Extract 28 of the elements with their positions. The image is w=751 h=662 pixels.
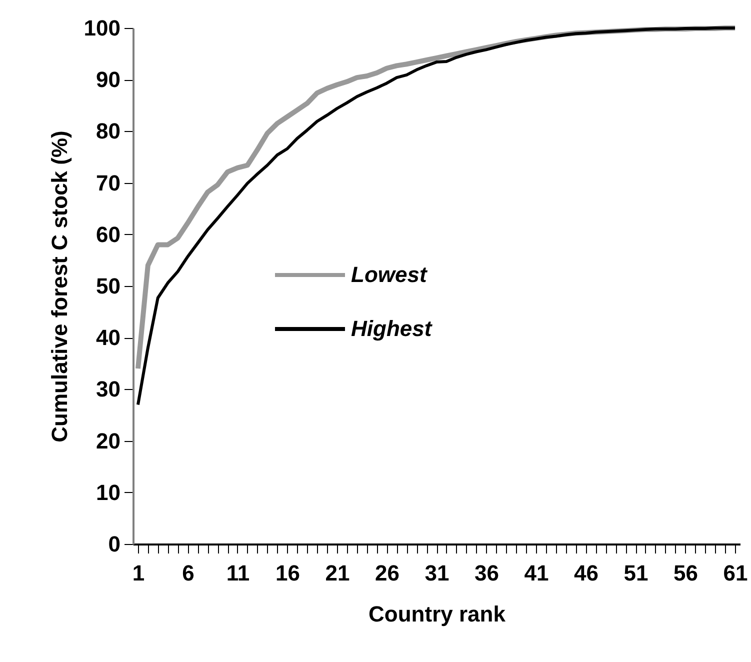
- x-tick-label: 11: [226, 560, 250, 586]
- x-tick-label: 31: [424, 560, 450, 586]
- x-axis-title: Country rank: [368, 602, 506, 626]
- x-tick-label: 36: [474, 560, 499, 586]
- y-tick-label: 100: [84, 16, 120, 40]
- y-tick-label: 70: [96, 170, 120, 196]
- y-tick-label: 10: [96, 480, 120, 505]
- x-tick-label: 6: [182, 560, 194, 586]
- y-tick-label: 90: [96, 67, 120, 92]
- x-tick-label: 26: [375, 560, 400, 586]
- y-tick-label: 50: [96, 274, 120, 298]
- legend-label: Highest: [351, 316, 434, 341]
- y-tick-label: 20: [96, 428, 120, 454]
- y-tick-label: 60: [96, 222, 120, 247]
- x-tick-label: 61: [723, 560, 748, 586]
- x-tick-label: 46: [574, 560, 599, 586]
- y-axis-title: Cumulative forest C stock (%): [46, 130, 72, 442]
- x-tick-label: 51: [624, 560, 648, 586]
- y-tick-label: 40: [96, 325, 120, 350]
- legend-label: Lowest: [351, 262, 428, 287]
- x-tick-label: 16: [275, 560, 300, 586]
- y-tick-label: 80: [96, 118, 120, 144]
- x-tick-label: 41: [524, 560, 549, 586]
- y-tick-label: 0: [108, 532, 120, 556]
- y-tick-label: 30: [96, 376, 120, 402]
- x-tick-label: 1: [132, 560, 145, 586]
- x-tick-label: 21: [325, 560, 350, 586]
- x-tick-label: 56: [674, 560, 698, 586]
